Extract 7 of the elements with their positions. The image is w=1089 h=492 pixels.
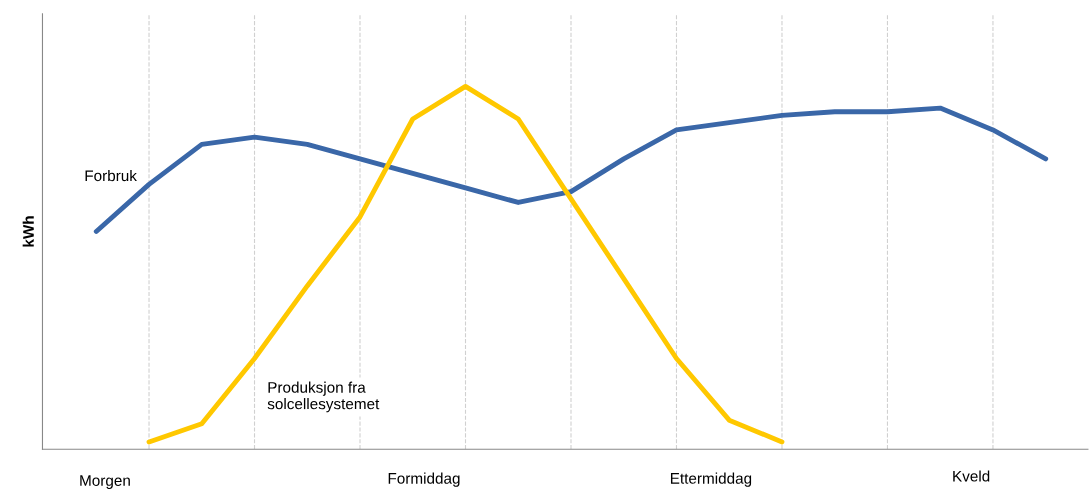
text: Morgen xyxy=(80,475,130,489)
y-axis-title: kWh xyxy=(22,216,34,247)
text: Kveld xyxy=(953,470,990,482)
text: Ettermiddag xyxy=(670,472,752,487)
series-label: Produksjon fra solcellesystemet xyxy=(267,381,380,413)
text: Formiddag xyxy=(388,472,460,487)
series-label: Forbruk xyxy=(85,169,137,182)
